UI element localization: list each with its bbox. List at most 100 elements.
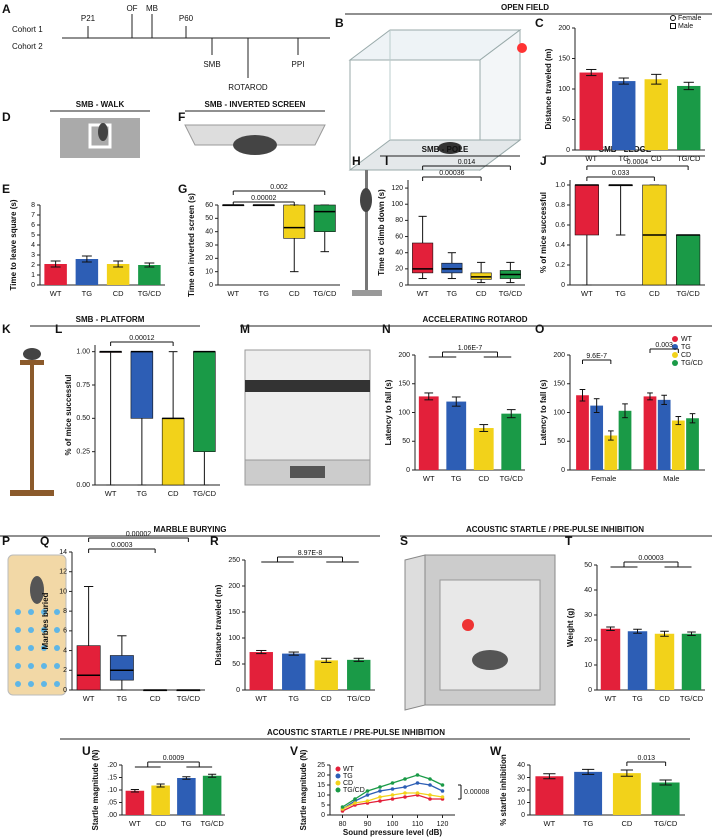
bar (282, 653, 306, 690)
y-tick-label: 100 (558, 86, 570, 93)
y-tick-label: 0.75 (76, 382, 90, 389)
panel-letter: G (178, 182, 187, 196)
bar (202, 775, 222, 815)
box (441, 262, 463, 274)
x-tick-label: CD (113, 289, 124, 298)
y-tick-label: 100 (228, 635, 240, 642)
x-tick-label: 80 (339, 821, 347, 828)
panel-letter: D (2, 110, 11, 124)
bar (75, 259, 99, 285)
x-tick-label: CD (321, 694, 332, 703)
y-tick-label: 25 (317, 762, 325, 769)
marble (15, 681, 21, 687)
y-axis-label: Distance traveled (m) (214, 584, 223, 665)
bar (579, 72, 603, 150)
point (390, 793, 395, 797)
point (390, 797, 395, 801)
section-header: ACOUSTIC STARTLE / PRE-PULSE INHIBITION (466, 525, 644, 534)
box (313, 204, 336, 232)
bar (686, 418, 699, 470)
x-tick-label: CD (649, 289, 660, 298)
point (415, 773, 420, 777)
legend-label: WT (343, 766, 355, 773)
cohort-label: Cohort 1 (12, 25, 43, 34)
panel-letter: K (2, 322, 11, 336)
bar (125, 790, 145, 815)
bar (473, 428, 494, 470)
y-tick-label: 0.00 (76, 482, 90, 489)
marble (15, 663, 21, 669)
x-tick-label: CD (478, 474, 489, 483)
bar (576, 395, 589, 470)
legend-label: TG (343, 773, 353, 780)
point (428, 793, 432, 797)
y-tick-label: 40 (395, 250, 403, 257)
annotation: 0.033 (612, 170, 630, 177)
bar (347, 659, 371, 690)
x-tick-label: WT (605, 694, 617, 703)
x-tick-label: 90 (364, 821, 372, 828)
marble (15, 627, 21, 633)
point (353, 801, 357, 805)
section-header: ACCELERATING ROTAROD (422, 315, 527, 324)
y-tick-label: 1 (31, 272, 35, 279)
box (109, 655, 134, 681)
x-tick-label: WT (83, 694, 95, 703)
timeline-event: ROTAROD (228, 83, 268, 92)
bar (44, 264, 67, 285)
legend-label: Male (678, 23, 693, 30)
marble (41, 681, 47, 687)
marble (41, 627, 47, 633)
legend-marker (672, 336, 678, 342)
timeline-event: PPI (292, 60, 305, 69)
y-tick-label: 150 (553, 381, 565, 388)
y-axis-label: Marbles buried (41, 592, 50, 649)
y-tick-label: 100 (553, 409, 565, 416)
y-tick-label: 10 (59, 588, 67, 595)
section-header: ACOUSTIC STARTLE / PRE-PULSE INHIBITION (267, 728, 445, 737)
rotarod-illustration (244, 349, 371, 486)
x-tick-label: TG (632, 694, 643, 703)
y-tick-label: .20 (107, 762, 117, 769)
panel-letter: F (178, 110, 185, 124)
x-tick-label: TG (82, 289, 93, 298)
x-tick-label: TG/CD (676, 289, 700, 298)
y-axis-label: Startle magnitude (N) (91, 749, 100, 830)
x-tick-label: TG/CD (177, 694, 201, 703)
y-tick-label: 40 (205, 229, 213, 236)
y-tick-label: 0 (566, 147, 570, 154)
x-tick-label: TG/CD (654, 819, 678, 828)
y-tick-label: 200 (228, 583, 240, 590)
timeline-event: SMB (203, 60, 220, 69)
legend-marker (672, 360, 678, 366)
point (428, 783, 432, 787)
panel-letter: R (210, 534, 219, 548)
y-tick-label: 120 (391, 185, 403, 192)
y-tick-label: 0.4 (555, 242, 565, 249)
box (412, 242, 434, 274)
y-tick-label: 20 (205, 255, 213, 262)
point (365, 799, 370, 803)
bar (151, 785, 170, 815)
point (440, 795, 445, 799)
y-tick-label: 15 (317, 782, 325, 789)
x-tick-label: TG/CD (680, 694, 704, 703)
bar (177, 778, 196, 815)
bar (501, 413, 522, 470)
box (130, 351, 154, 419)
point (340, 805, 345, 809)
bar (618, 410, 632, 470)
y-axis-label: Latency to fall (s) (539, 379, 548, 445)
screen-illustration (184, 124, 326, 155)
bar (249, 652, 273, 690)
annotation: 0.00002 (251, 195, 276, 202)
x-tick-label: TG (615, 289, 626, 298)
y-tick-label: 150 (398, 381, 410, 388)
section-header: OPEN FIELD (501, 3, 549, 12)
annotation: 0.014 (458, 159, 476, 166)
point (378, 785, 382, 789)
point (353, 797, 357, 801)
point (415, 781, 420, 785)
bar (643, 396, 657, 470)
x-tick-label: TG/CD (200, 819, 224, 828)
